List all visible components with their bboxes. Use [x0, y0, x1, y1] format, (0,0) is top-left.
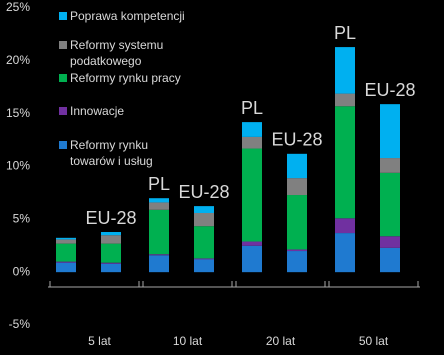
bar-segment: [287, 251, 307, 273]
bar-segment: [101, 232, 121, 236]
x-group-label: 50 lat: [359, 334, 389, 348]
bar-segment: [149, 198, 169, 203]
legend-label: Reformy systemu podatkowego: [70, 38, 164, 68]
y-tick-label: -5%: [9, 317, 31, 331]
bar-segment: [287, 195, 307, 250]
x-group-label: 10 lat: [173, 334, 203, 348]
bar-segment: [380, 104, 400, 159]
bar-segment: [242, 122, 262, 137]
legend-swatch: [59, 107, 67, 115]
bar-segment: [287, 153, 307, 179]
bar-segment: [101, 263, 121, 273]
legend-label: Innowacje: [70, 104, 125, 118]
bar-segment: [149, 254, 169, 256]
y-tick-label: 0%: [13, 264, 31, 278]
y-tick-label: 15%: [6, 106, 30, 120]
bar-segment: [56, 237, 76, 240]
legend-label: Reformy rynku towarów i usług: [70, 138, 153, 168]
bar-segment: [194, 259, 214, 273]
bar-segment: [149, 255, 169, 273]
bar-segment: [194, 212, 214, 227]
bar-label: EU-28: [364, 80, 415, 100]
bar-label: EU-28: [271, 130, 322, 150]
bar-label: PL: [148, 174, 170, 194]
y-tick-label: 25%: [6, 0, 30, 14]
bar-segment: [380, 236, 400, 248]
bar-segment: [56, 239, 76, 244]
bar-label: PL: [334, 23, 356, 43]
bar-segment: [242, 148, 262, 242]
bar-segment: [287, 178, 307, 196]
bar-segment: [242, 241, 262, 246]
legend-label: Reformy rynku pracy: [70, 71, 181, 85]
bar-segment: [335, 233, 355, 273]
bar-segment: [335, 93, 355, 107]
bar-label: EU-28: [178, 182, 229, 202]
x-group-label: 5 lat: [88, 334, 111, 348]
bar-segment: [335, 218, 355, 234]
y-tick-label: 5%: [13, 212, 31, 226]
bar-segment: [335, 47, 355, 94]
bar-segment: [194, 206, 214, 213]
bar-segment: [242, 245, 262, 273]
bar-segment: [56, 262, 76, 273]
bar-segment: [242, 136, 262, 149]
y-tick-label: 20%: [6, 53, 30, 67]
bar-segment: [335, 106, 355, 219]
bar-segment: [194, 258, 214, 260]
bar-segment: [287, 249, 307, 252]
bar-segment: [149, 209, 169, 255]
bar-segment: [194, 226, 214, 259]
bar-segment: [101, 262, 121, 264]
bar-segment: [56, 243, 76, 262]
legend-swatch: [59, 12, 67, 20]
bar-label: EU-28: [85, 208, 136, 228]
bar-segment: [149, 202, 169, 210]
bar-segment: [101, 235, 121, 244]
legend-swatch: [59, 141, 67, 149]
bar-label: PL: [241, 98, 263, 118]
x-group-label: 20 lat: [266, 334, 296, 348]
legend-label: Poprawa kompetencji: [70, 9, 185, 23]
bar-segment: [101, 243, 121, 263]
bar-segment: [380, 172, 400, 237]
bar-segment: [56, 261, 76, 263]
legend-swatch: [59, 41, 67, 49]
y-tick-label: 10%: [6, 159, 30, 173]
bar-segment: [380, 247, 400, 273]
bar-segment: [380, 158, 400, 173]
legend-swatch: [59, 74, 67, 82]
